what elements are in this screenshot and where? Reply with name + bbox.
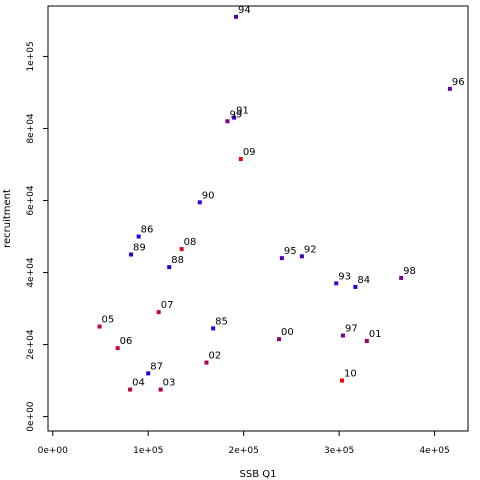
y-tick-label: 0e+00 [26,401,36,432]
data-point [399,275,404,280]
data-point [340,333,345,338]
y-tick-label: 1e+05 [26,41,36,71]
x-axis-title: SSB Q1 [240,469,277,480]
y-axis: 0e+00 2e+04 4e+04 6e+04 8e+04 1e+05 [26,41,48,432]
point-label: 92 [304,244,317,255]
data-point [146,371,151,376]
point-label: 98 [403,266,416,277]
point-label: 05 [102,315,115,326]
data-point [279,256,284,261]
point-label: 00 [281,327,294,338]
data-point [447,86,452,91]
point-label: 91 [236,106,249,117]
data-point [115,346,120,351]
point-label: 84 [357,275,370,286]
point-label: 86 [141,225,154,236]
y-tick-label: 2e+04 [26,329,36,360]
x-axis: 0e+00 1e+05 2e+05 3e+05 4e+05 [38,431,450,456]
data-point [234,14,239,19]
point-label: 09 [243,147,256,158]
data-point [353,284,358,289]
x-tick-label: 1e+05 [133,446,163,456]
x-tick-label: 2e+05 [229,446,259,456]
point-label: 88 [171,255,184,266]
point-label: 06 [120,336,133,347]
data-point [299,254,304,259]
data-point [211,326,216,331]
point-label: 99 [229,109,242,120]
point-label: 97 [345,324,358,335]
data-point [158,387,163,392]
point-label: 02 [208,351,221,362]
point-label: 96 [452,77,465,88]
point-label: 10 [344,369,357,380]
data-point [97,324,102,329]
point-label: 03 [163,378,176,389]
point-label: 07 [161,300,174,311]
y-axis-title: recruitment [2,189,13,248]
point-label: 87 [150,361,163,372]
data-point [364,338,369,343]
data-point [128,387,133,392]
point-label: 94 [238,5,251,16]
y-tick-label: 6e+04 [26,185,36,216]
data-point [238,157,243,162]
data-point [334,281,339,286]
point-label: 95 [284,246,297,257]
x-tick-label: 4e+05 [419,446,449,456]
y-tick-label: 4e+04 [26,257,36,288]
data-point [179,247,184,252]
y-tick-label: 8e+04 [26,113,36,144]
data-point [225,119,230,124]
point-label: 89 [133,243,146,254]
data-point [129,252,134,257]
data-point [340,378,344,383]
data-point [167,265,172,270]
point-label: 01 [369,329,382,340]
data-point [277,337,281,342]
point-label: 08 [184,237,197,248]
point-label: 04 [132,378,145,389]
data-point [204,360,209,365]
data-point [136,234,141,239]
data-points: 84 85 86 87 88 89 90 91 92 93 94 95 96 97 98 99 00 01 02 03… [97,5,465,392]
data-point [156,310,161,315]
point-label: 93 [338,271,351,282]
x-tick-label: 0e+00 [38,446,69,456]
data-point [232,115,237,120]
point-label: 85 [215,316,228,327]
x-tick-label: 3e+05 [324,446,354,456]
point-label: 90 [202,190,215,201]
plot-frame [47,5,469,432]
data-point [197,200,202,205]
